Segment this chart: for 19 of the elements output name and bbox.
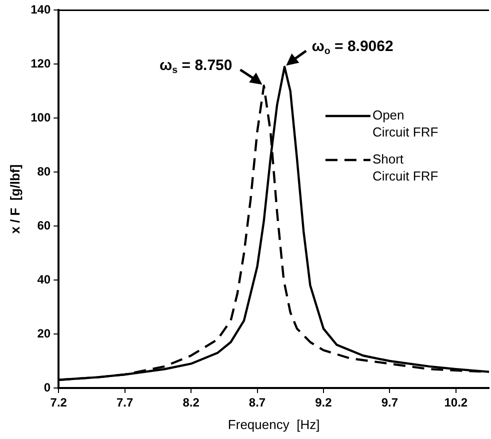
y-tick-label: 60 [37,218,51,232]
x-tick-label: 7.2 [50,396,68,410]
y-tick-label: 40 [37,272,51,286]
x-tick-label: 9.7 [381,396,398,410]
x-axis-title: Frequency [Hz] [228,416,320,432]
legend-label: Open Circuit FRF [372,108,438,140]
x-tick-label: 8.7 [248,396,266,410]
y-axis-title: x / F [g/lbf] [7,164,22,234]
y-tick-label: 0 [44,380,51,394]
y-tick-label: 140 [30,2,51,17]
x-tick-label: 7.7 [116,396,134,410]
legend-label: Short Circuit FRF [372,152,438,184]
y-tick-label: 120 [30,56,51,70]
x-tick-label: 8.2 [182,396,200,410]
y-tick-label: 80 [37,164,51,178]
y-tick-label: 100 [30,110,51,124]
x-tick-label: 10.2 [444,396,468,410]
x-tick-label: 9.2 [315,396,332,410]
y-tick-label: 20 [37,326,51,340]
